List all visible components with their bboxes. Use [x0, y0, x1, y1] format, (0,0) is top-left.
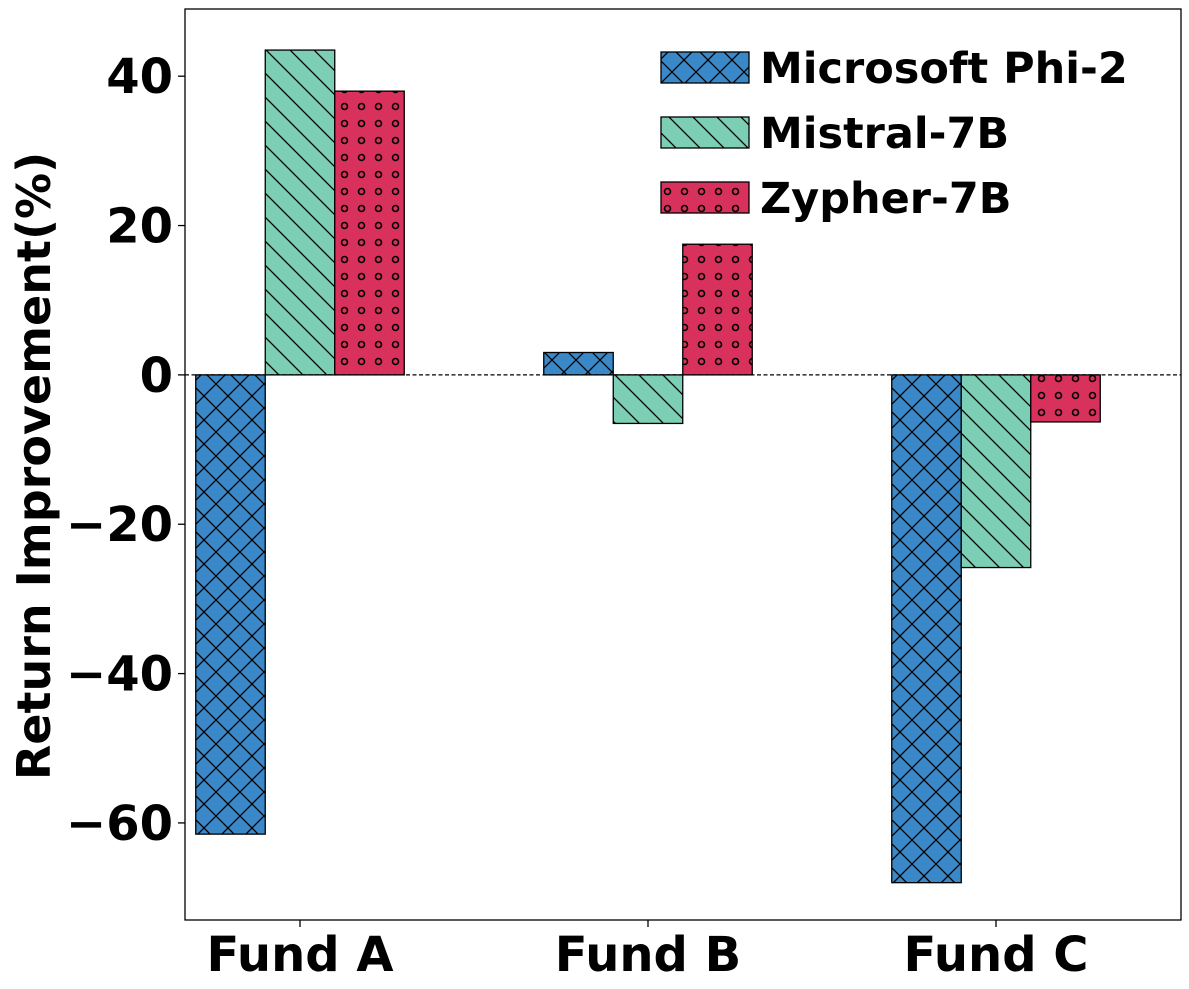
- y-axis-title: Return Improvement(%): [7, 152, 61, 780]
- legend-label: Zypher-7B: [760, 174, 1012, 224]
- bar-zypher-7b-fund-a: [334, 90, 405, 376]
- bar-microsoft-phi-2-fund-b: [543, 351, 614, 376]
- y-tick-label: 20: [106, 199, 173, 255]
- bar-microsoft-phi-2-fund-a: [195, 374, 266, 835]
- y-axis: −60 −40 −20 0 20 40: [66, 49, 185, 852]
- legend-swatch: [660, 116, 750, 149]
- plot-frame: [184, 8, 1182, 921]
- y-tick-label: −20: [66, 497, 173, 553]
- x-tick-label: Fund B: [555, 927, 741, 983]
- legend-swatch: [660, 181, 750, 214]
- y-tick-label: 40: [106, 49, 173, 105]
- y-tick-label: 0: [140, 348, 173, 404]
- bar-mistral-7b-fund-a: [264, 49, 336, 376]
- legend-label: Microsoft Phi-2: [760, 44, 1128, 94]
- bar-zypher-7b-fund-b: [682, 243, 753, 376]
- legend: Microsoft Phi-2 Mistral-7B Zypher-7B: [660, 44, 1128, 224]
- x-axis: Fund A Fund B Fund C: [207, 920, 1089, 983]
- x-tick-label: Fund C: [903, 927, 1088, 983]
- bar-microsoft-phi-2-fund-c: [891, 374, 962, 884]
- bar-mistral-7b-fund-c: [960, 374, 1032, 569]
- y-tick-label: −40: [66, 647, 173, 703]
- y-tick-label: −60: [66, 796, 173, 852]
- legend-swatch: [660, 51, 750, 84]
- bar-mistral-7b-fund-b: [612, 374, 684, 425]
- x-tick-label: Fund A: [207, 927, 394, 983]
- bar-zypher-7b-fund-c: [1030, 374, 1101, 423]
- legend-label: Mistral-7B: [760, 109, 1009, 159]
